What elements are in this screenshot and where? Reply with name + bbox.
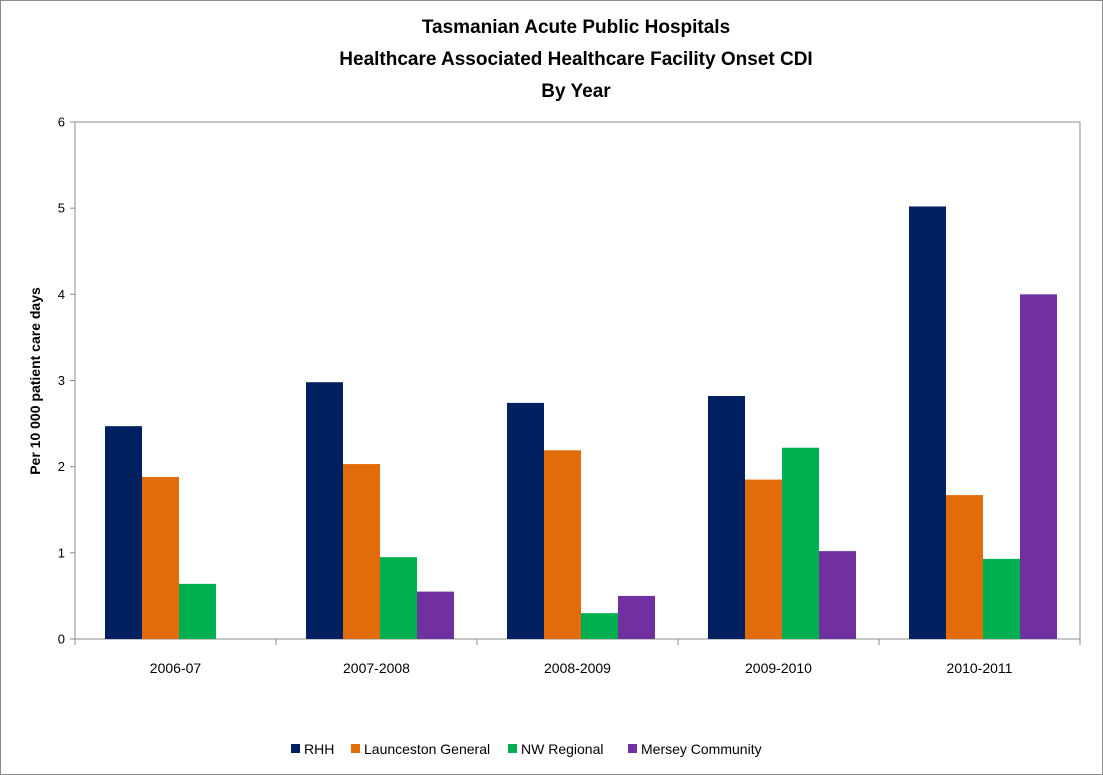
bar <box>417 591 454 639</box>
legend-item: NW Regional <box>508 741 603 757</box>
legend-swatch <box>291 744 300 753</box>
bar <box>507 402 544 639</box>
bar <box>1020 294 1057 639</box>
x-tick-label: 2007-2008 <box>343 660 410 676</box>
legend-label: Mersey Community <box>641 741 762 757</box>
chart-title: Tasmanian Acute Public Hospitals Healthc… <box>339 17 812 102</box>
bar <box>946 495 983 639</box>
x-tick-label: 2008-2009 <box>544 660 611 676</box>
chart-title-line-3: By Year <box>541 81 611 102</box>
y-axis-label: Per 10 000 patient care days <box>27 287 43 475</box>
bar <box>306 382 343 639</box>
y-tick-label: 4 <box>58 287 65 302</box>
plot-area: 0 1 2 3 4 5 6 2006-07 2007-2008 2008-2009 2009-201… <box>58 115 1081 676</box>
chart-title-line-1: Tasmanian Acute Public Hospitals <box>422 17 730 38</box>
legend-item: Mersey Community <box>628 741 762 757</box>
bar <box>819 551 856 639</box>
bar <box>618 595 655 639</box>
bar <box>782 447 819 639</box>
legend-item: RHH <box>291 741 334 757</box>
y-tick-label: 0 <box>58 632 65 647</box>
bar <box>380 557 417 639</box>
y-tick-label: 1 <box>58 545 65 560</box>
x-tick-label: 2006-07 <box>150 660 202 676</box>
bar <box>179 583 216 639</box>
legend: RHH Launceston General NW Regional Mersey C… <box>291 741 762 757</box>
x-tick-label: 2009-2010 <box>745 660 812 676</box>
y-tick-label: 2 <box>58 459 65 474</box>
bar <box>708 396 745 639</box>
legend-item: Launceston General <box>351 741 490 757</box>
bar <box>105 426 142 639</box>
legend-swatch <box>508 744 517 753</box>
bar <box>909 206 946 639</box>
legend-label: RHH <box>304 741 334 757</box>
bar <box>745 479 782 639</box>
x-tick-label: 2010-2011 <box>947 660 1013 676</box>
y-tick-label: 3 <box>58 373 65 388</box>
bar <box>581 613 618 639</box>
legend-swatch <box>628 744 637 753</box>
legend-swatch <box>351 744 360 753</box>
bar <box>142 477 179 639</box>
bar <box>544 450 581 639</box>
chart-title-line-2: Healthcare Associated Healthcare Facilit… <box>339 49 812 70</box>
bar <box>983 558 1020 639</box>
legend-label: NW Regional <box>521 741 603 757</box>
bar <box>343 464 380 639</box>
y-tick-label: 6 <box>58 115 65 130</box>
legend-label: Launceston General <box>364 741 490 757</box>
y-tick-label: 5 <box>58 201 65 216</box>
